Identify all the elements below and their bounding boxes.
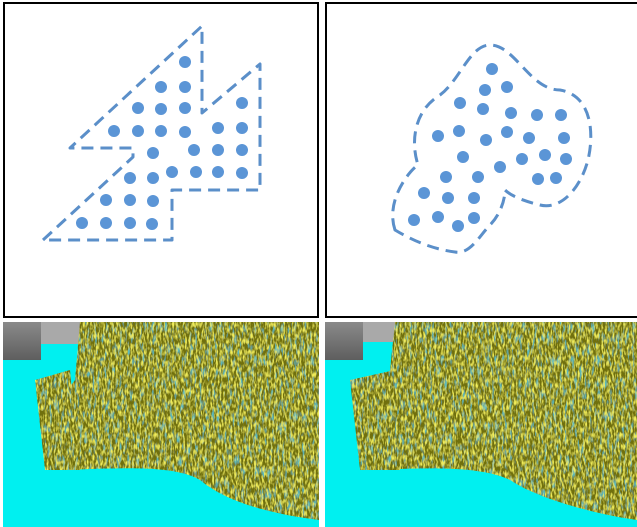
figure	[0, 0, 637, 527]
render-panel	[3, 322, 320, 527]
render-panel	[325, 322, 637, 527]
page	[0, 0, 637, 527]
panel-border	[326, 3, 637, 317]
panel-border	[4, 3, 318, 317]
